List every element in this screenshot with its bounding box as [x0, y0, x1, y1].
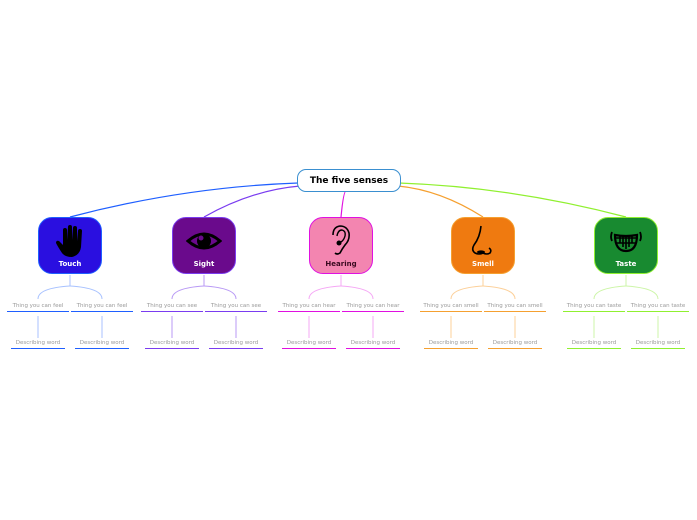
connector	[625, 285, 659, 300]
subtopic[interactable]: Thing you can hear	[278, 303, 340, 312]
topic-label: Hearing	[325, 260, 357, 268]
describing-word[interactable]: Describing word	[424, 340, 478, 349]
describing-word[interactable]: Describing word	[75, 340, 129, 349]
subtopic[interactable]: Thing you can taste	[627, 303, 689, 312]
eye-icon	[186, 232, 222, 250]
topic-label: Taste	[615, 260, 637, 268]
subtopic[interactable]: Thing you can see	[141, 303, 203, 312]
topic-label: Touch	[58, 260, 82, 268]
connector	[593, 285, 627, 300]
connector	[69, 182, 299, 218]
topic-smell[interactable]: Smell	[451, 217, 515, 274]
hand-icon	[56, 225, 82, 257]
describing-word[interactable]: Describing word	[145, 340, 199, 349]
connector	[203, 185, 301, 218]
subtopic[interactable]: Thing you can feel	[7, 303, 69, 312]
topic-taste[interactable]: Taste	[594, 217, 658, 274]
smile-teeth-icon	[610, 231, 642, 253]
connector	[308, 285, 342, 300]
subtopic[interactable]: Thing you can see	[205, 303, 267, 312]
subtopic[interactable]: Thing you can hear	[342, 303, 404, 312]
connector	[482, 285, 516, 300]
connector	[340, 190, 347, 218]
subtopic[interactable]: Thing you can taste	[563, 303, 625, 312]
connector	[37, 285, 71, 300]
ear-icon	[332, 225, 350, 255]
connector	[397, 185, 484, 218]
topic-touch[interactable]: Touch	[38, 217, 102, 274]
subtopic[interactable]: Thing you can smell	[484, 303, 546, 312]
connector	[398, 182, 627, 218]
topic-label: Sight	[193, 260, 215, 268]
describing-word[interactable]: Describing word	[567, 340, 621, 349]
connector	[203, 285, 237, 300]
describing-word[interactable]: Describing word	[631, 340, 685, 349]
connector	[171, 285, 205, 300]
subtopic[interactable]: Thing you can feel	[71, 303, 133, 312]
describing-word[interactable]: Describing word	[282, 340, 336, 349]
central-topic[interactable]: The five senses	[297, 169, 401, 192]
connector	[340, 285, 374, 300]
connector	[69, 285, 103, 300]
topic-hearing[interactable]: Hearing	[309, 217, 373, 274]
describing-word[interactable]: Describing word	[11, 340, 65, 349]
subtopic[interactable]: Thing you can smell	[420, 303, 482, 312]
describing-word[interactable]: Describing word	[346, 340, 400, 349]
topic-sight[interactable]: Sight	[172, 217, 236, 274]
topic-label: Smell	[472, 260, 494, 268]
nose-icon	[471, 225, 492, 255]
describing-word[interactable]: Describing word	[488, 340, 542, 349]
connector	[450, 285, 484, 300]
describing-word[interactable]: Describing word	[209, 340, 263, 349]
